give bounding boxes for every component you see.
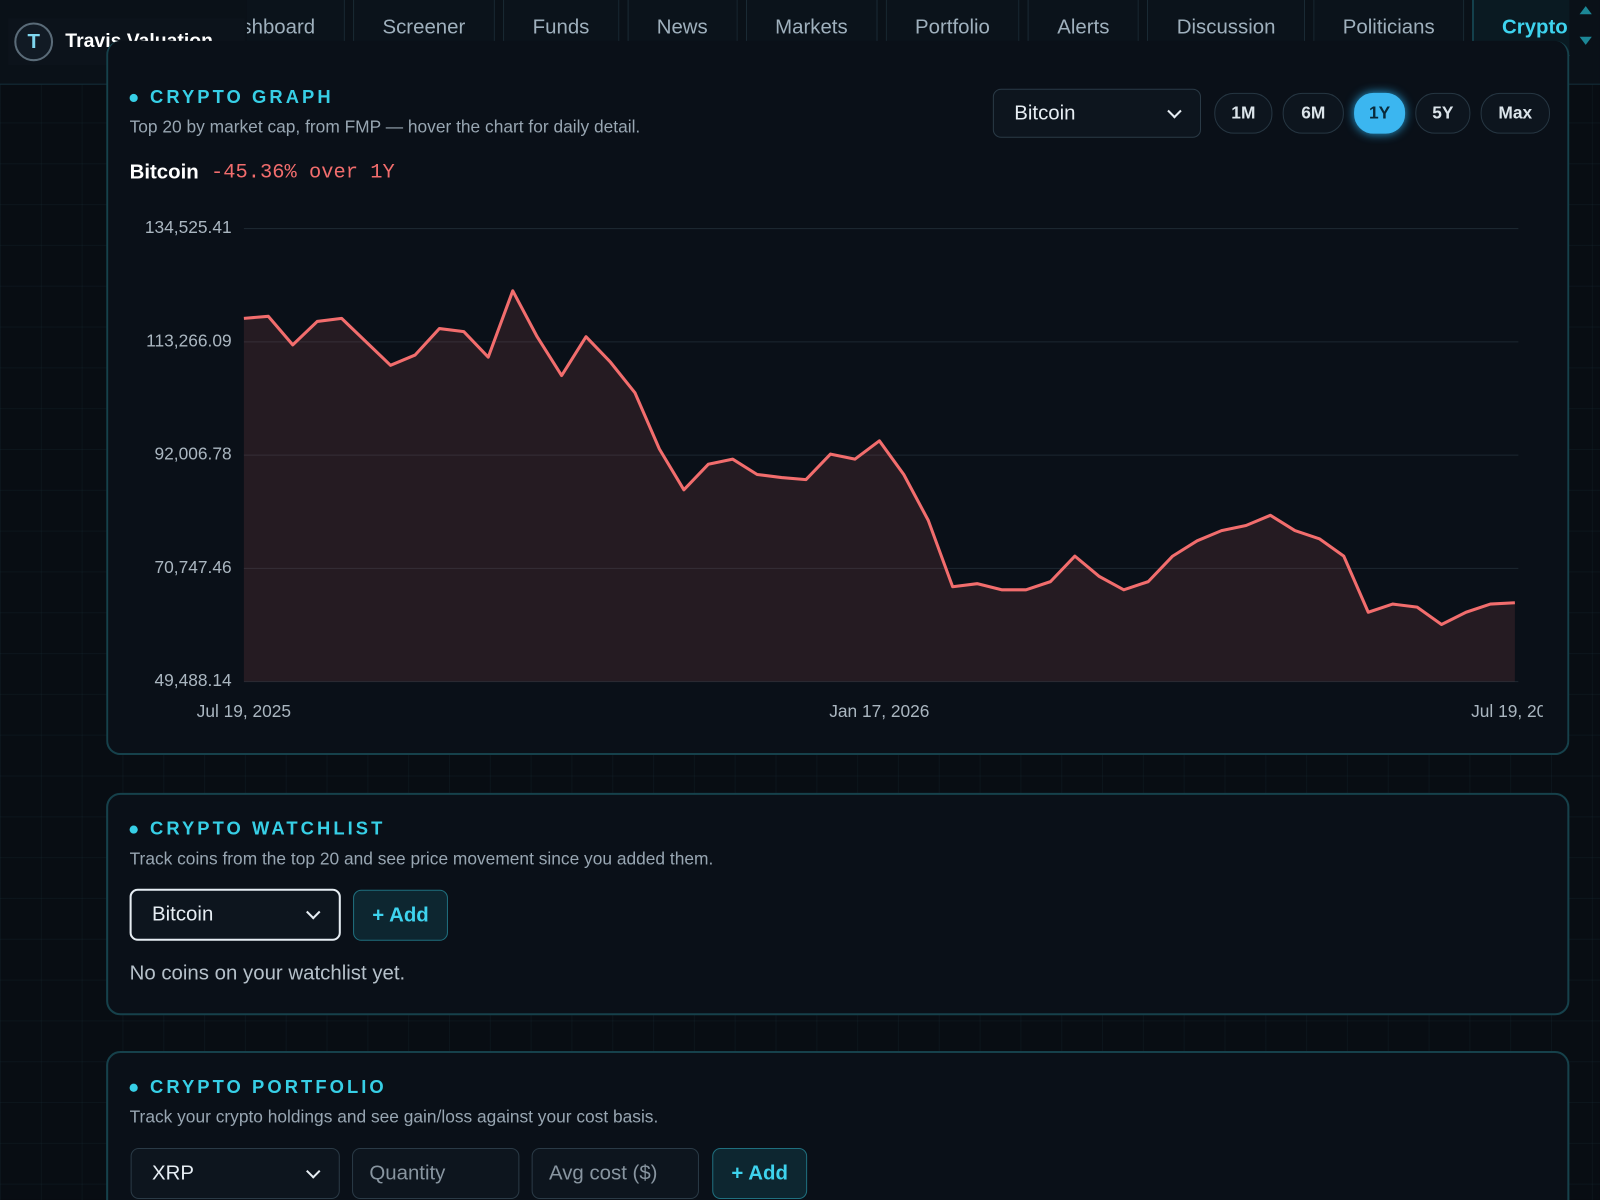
x-tick-label: Jan 17, 2026 (829, 701, 929, 721)
select-value: Bitcoin (1014, 101, 1076, 124)
x-tick-label: Jul 19, 2025 (197, 701, 291, 721)
section-title: CRYPTO GRAPH (130, 87, 334, 108)
select-value: Bitcoin (152, 903, 214, 926)
y-tick-label: 70,747.46 (155, 557, 232, 577)
add-button[interactable]: + Add (353, 889, 448, 941)
range-button[interactable]: Max (1480, 92, 1550, 134)
select-value: XRP (152, 1161, 195, 1185)
avg-cost-input[interactable]: Avg cost ($) (531, 1147, 699, 1199)
section-title: CRYPTO WATCHLIST (130, 818, 386, 839)
range-button[interactable]: 6M (1282, 92, 1344, 134)
chart: 49,488.14 70,747.46 92,006.78 113,266.09 134… (145, 217, 1543, 721)
graph-card (106, 40, 1570, 756)
chart-summary: Bitcoin -45.36% over 1Y (130, 161, 395, 184)
range-button-active[interactable]: 1Y (1354, 92, 1406, 134)
range-button[interactable]: 1M (1214, 92, 1273, 134)
summary-change: -45.36% over 1Y (210, 161, 395, 185)
y-tick-label: 113,266.09 (146, 330, 231, 350)
summary-coin: Bitcoin (129, 161, 199, 184)
section-subtitle: Track your crypto holdings and see gain/… (129, 1107, 659, 1127)
section-title: CRYPTO PORTFOLIO (130, 1077, 387, 1098)
quantity-input[interactable]: Quantity (352, 1147, 520, 1199)
area-fill (243, 290, 1515, 682)
watchlist-select[interactable]: Bitcoin (129, 888, 341, 941)
range-button[interactable]: 5Y (1415, 92, 1471, 134)
range-buttons: 1M 6M 1Y 5Y Max (1214, 92, 1550, 134)
portfolio-select[interactable]: XRP (130, 1147, 340, 1199)
logo: T (14, 22, 54, 62)
y-tick-label: 92,006.78 (155, 444, 232, 464)
y-tick-label: 49,488.14 (155, 670, 232, 690)
scroll-up[interactable] (1579, 6, 1592, 15)
add-button[interactable]: + Add (712, 1147, 808, 1199)
y-tick-label: 134,525.41 (145, 217, 232, 237)
price-line (243, 289, 1515, 627)
x-tick-label: Jul 19, 2026 (1471, 701, 1543, 721)
section-subtitle: Track coins from the top 20 and see pric… (129, 848, 714, 869)
section-subtitle: Top 20 by market cap, from FMP — hover t… (129, 117, 641, 137)
empty-message: No coins on your watchlist yet. (129, 962, 406, 985)
coin-select[interactable]: Bitcoin (992, 88, 1202, 138)
scroll-down[interactable] (1579, 36, 1592, 45)
